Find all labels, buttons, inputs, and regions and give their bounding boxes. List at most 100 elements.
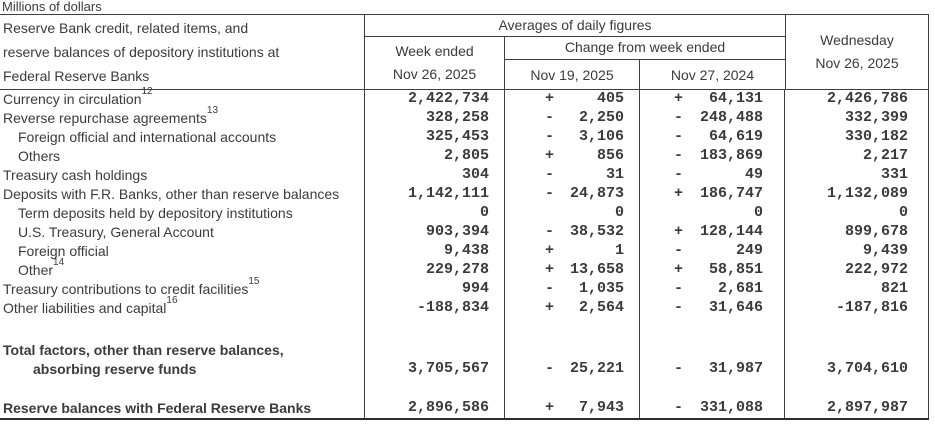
table-row: Other liabilities and capital16 -188,834 +… [0,296,929,318]
value: 3,705,567 [407,360,489,377]
change-prior-year-value: 0 [640,204,785,223]
sign: - [674,242,684,259]
sign: - [545,280,555,297]
averages-group-header: Averages of daily figures [365,15,785,37]
row-label: Foreign official [0,242,365,261]
row-label: Others [0,147,365,166]
value: 0 [614,204,624,221]
change-prior-week-column-header: Nov 19, 2025 [505,60,640,89]
sign: - [545,185,555,202]
sign: - [674,399,684,416]
change-prior-year-value: +58,851 [640,261,785,280]
wednesday-value: 222,972 [785,261,929,280]
change-prior-week-value: +13,658 [505,261,640,280]
row-label-text: Treasury contributions to credit facilit… [3,276,260,297]
week-ended-value: 0 [365,204,505,223]
value: 229,278 [425,261,489,278]
change-group-header: Change from week ended [505,37,785,60]
sign: - [674,166,684,183]
change-prior-week-value: +1 [505,242,640,261]
table-row: Reserve balances with Federal Reserve Ba… [0,399,929,418]
wednesday-value: 331 [785,166,929,185]
row-label: Other liabilities and capital16 [0,296,365,318]
table-row: Others 2,805 +856-183,869 2,217 [0,147,929,166]
change-prior-year-value: - 2,681 [640,280,785,299]
value: 3,704,610 [826,360,908,377]
change-prior-year-value: - 249 [640,242,785,261]
row-label-text: Total factors, other than reserve balanc… [3,342,284,358]
sign: - [674,280,684,297]
value: 304 [461,166,489,183]
week-ended-value: 3,705,567 [365,341,505,379]
table-spacer-row [0,379,929,399]
week-ended-value: 2,896,586 [365,399,505,418]
footnote-ref: 13 [206,105,219,117]
change-prior-week-value: -25,221 [505,341,640,379]
row-label: U.S. Treasury, General Account [0,223,365,242]
value: 405 [596,90,624,107]
row-label: Reserve balances with Federal Reserve Ba… [0,399,365,418]
sign: - [545,109,555,126]
value: 186,747 [699,185,763,202]
stub-header-line: reserve balances of depository instituti… [3,44,280,60]
week-ended-value: 229,278 [365,261,505,280]
table-row: Reverse repurchase agreements13 328,258-2… [0,105,929,128]
value: 2,896,586 [407,399,489,416]
wednesday-value: 9,439 [785,242,929,261]
value: 49 [744,166,763,183]
value: 31,646 [708,299,763,316]
table-row: Total factors, other than reserve balanc… [0,341,929,379]
table-row: Treasury cash holdings 304 - 31 - 49 331 [0,166,929,185]
footnote-ref: 14 [53,257,65,269]
sign [545,204,554,222]
value: 0 [898,204,908,221]
table-row: U.S. Treasury, General Account 903,394 -38… [0,223,929,242]
row-label-text: Deposits with F.R. Banks, other than res… [3,186,340,202]
wednesday-value: 2,217 [785,147,929,166]
row-label: Foreign official and international accou… [0,128,365,147]
change-prior-week-value: +7,943 [505,399,640,418]
change-prior-week-value: - 2,250 [505,109,640,128]
sign: + [545,90,555,107]
sign: + [545,242,555,259]
row-label: Currency in circulation12 [0,87,365,109]
value: 2,681 [717,280,763,297]
value: 13,658 [569,261,624,278]
value: -187,816 [835,299,908,316]
row-label-text: Term deposits held by depository institu… [18,205,293,221]
change-prior-year-value: - 49 [640,166,785,185]
value: 64,131 [708,90,763,107]
sign: - [674,360,684,377]
sign: + [674,261,684,278]
wednesday-column-header: Wednesday Nov 26, 2025 [785,15,929,89]
week-ended-value: 328,258 [365,109,505,128]
change-prior-week-value: +405 [505,90,640,109]
value: 128,144 [699,223,763,240]
wednesday-value: -187,816 [785,299,929,318]
row-label-text: Reverse repurchase agreements13 [3,105,219,126]
value: 332,399 [844,109,908,126]
value: 249 [735,242,763,259]
value: 821 [880,280,908,297]
row-label-text: Treasury cash holdings [3,167,148,183]
row-label-text: U.S. Treasury, General Account [18,224,214,240]
factors-absorbing-reserve-funds-table: Reserve Bank credit, related items, and … [0,14,929,420]
sign: + [674,185,684,202]
change-prior-year-value: -183,869 [640,147,785,166]
averages-column-group: Averages of daily figures Week ended Nov… [365,15,785,89]
sign: - [545,360,555,377]
value: 38,532 [569,223,624,240]
change-prior-year-value: -248,488 [640,109,785,128]
value: -188,834 [416,299,489,316]
week-ended-value: 2,422,734 [365,90,505,109]
change-prior-week-value: -24,873 [505,185,640,204]
change-prior-week-value: +2,564 [505,299,640,318]
wednesday-value: 2,897,987 [785,399,929,418]
week-ended-value: 994 [365,280,505,299]
week-ended-value: 903,394 [365,223,505,242]
sign: + [545,261,555,278]
value: 9,439 [862,242,908,259]
value: 1,132,089 [826,185,908,202]
change-prior-year-value: +64,131 [640,90,785,109]
